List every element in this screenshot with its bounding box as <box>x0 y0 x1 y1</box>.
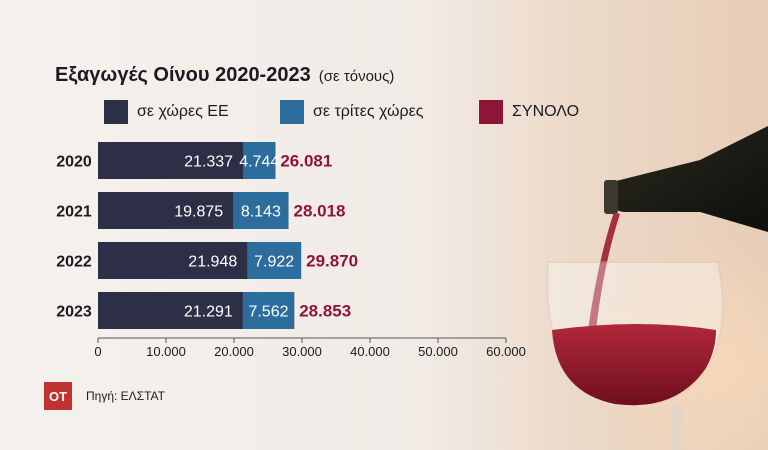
legend-swatch-total <box>479 100 503 124</box>
legend-swatch-third-countries <box>280 100 304 124</box>
legend-item-eu: σε χώρες ΕΕ <box>104 100 229 124</box>
x-tick-label: 60.000 <box>486 344 526 359</box>
legend-label-total: ΣΥΝΟΛΟ <box>512 103 580 120</box>
data-label-total: 26.081 <box>280 152 332 171</box>
x-tick-label: 0 <box>94 344 101 359</box>
bar-eu <box>98 192 234 229</box>
x-tick-label: 40.000 <box>350 344 390 359</box>
x-tick-label: 20.000 <box>214 344 254 359</box>
source-row: ΟΤ Πηγή: ΕΛΣΤΑΤ <box>44 382 165 410</box>
x-tick-label: 10.000 <box>146 344 186 359</box>
bar-eu <box>98 292 243 329</box>
category-label: 2022 <box>56 254 92 271</box>
data-label-eu: 21.948 <box>188 254 237 271</box>
source-note: Πηγή: ΕΛΣΤΑΤ <box>86 389 166 403</box>
legend-label-eu: σε χώρες ΕΕ <box>137 103 229 120</box>
legend-swatch-eu <box>104 100 128 124</box>
data-label-third-countries: 7.922 <box>254 254 294 271</box>
bar-third-countries <box>242 292 295 329</box>
bar-eu <box>98 142 244 179</box>
legend-item-total: ΣΥΝΟΛΟ <box>479 100 579 124</box>
data-label-total: 28.853 <box>299 302 351 321</box>
bar-eu <box>98 242 248 279</box>
data-label-eu: 21.337 <box>184 154 233 171</box>
legend-item-third-countries: σε τρίτες χώρες <box>280 100 423 124</box>
data-label-eu: 21.291 <box>184 304 233 321</box>
chart-subtitle: (σε τόνους) <box>318 68 395 85</box>
data-label-third-countries: 7.562 <box>248 304 288 321</box>
x-tick-label: 50.000 <box>418 344 458 359</box>
data-label-total: 29.870 <box>306 252 358 271</box>
data-label-third-countries: 4.744 <box>239 154 279 171</box>
data-label-eu: 19.875 <box>174 204 223 221</box>
category-label: 2021 <box>56 204 92 221</box>
publisher-logo: ΟΤ <box>44 382 72 410</box>
data-label-third-countries: 8.143 <box>241 204 281 221</box>
bar-third-countries <box>243 142 276 179</box>
bar-third-countries <box>233 192 289 229</box>
bar-third-countries <box>247 242 302 279</box>
chart-title: Εξαγωγές Οίνου 2020-2023 <box>55 64 311 86</box>
legend-label-third-countries: σε τρίτες χώρες <box>313 103 424 120</box>
x-tick-label: 30.000 <box>282 344 322 359</box>
category-label: 2020 <box>56 154 92 171</box>
category-label: 2023 <box>56 304 92 321</box>
data-label-total: 28.018 <box>294 202 346 221</box>
